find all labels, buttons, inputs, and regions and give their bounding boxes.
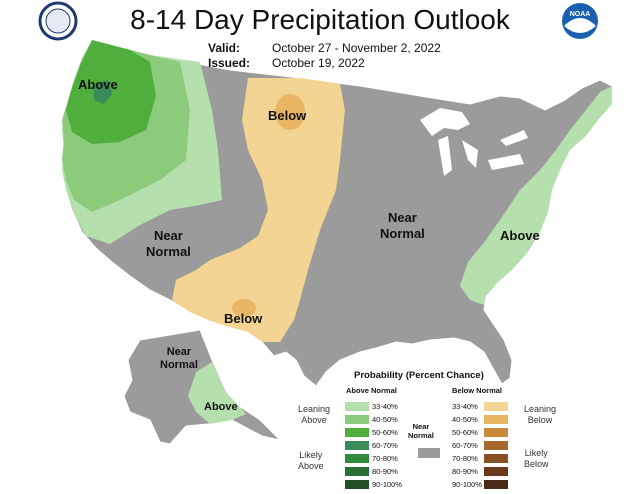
legend-above-swatch (345, 402, 369, 411)
above-nw-60-70 (94, 80, 112, 104)
label-below-north: Below (268, 108, 307, 123)
legend-below-bin-label: 33-40% (452, 402, 478, 411)
legend-above-swatch (345, 480, 369, 489)
valid-label: Valid: (208, 41, 241, 55)
legend-leaning-above: Leaning Above (298, 404, 330, 426)
legend-below-bin-label: 80-90% (452, 467, 478, 476)
legend-above-swatch (345, 467, 369, 476)
legend-below-swatch (484, 415, 508, 424)
above-se-region (460, 86, 612, 305)
label-above-se: Above (500, 228, 540, 243)
legend-likely-below-1: Likely (524, 448, 548, 458)
legend-likely-below-2: Below (524, 459, 549, 469)
label-near-normal-west: Near Normal (146, 228, 191, 260)
legend-leaning-below-1: Leaning (524, 404, 557, 414)
legend-leaning-below: Leaning Below (524, 404, 556, 426)
legend-above-bin-label: 50-60% (372, 428, 398, 437)
legend-likely-below: Likely Below (524, 448, 549, 470)
legend-above-bin-label: 70-80% (372, 454, 398, 463)
label-near-normal-alaska: Near Normal (160, 346, 198, 372)
legend-below-bin-label: 40-50% (452, 415, 478, 424)
legend-above-swatch (345, 441, 369, 450)
legend-leaning-above-2: Above (301, 415, 327, 425)
legend-below-header: Below Normal (452, 386, 503, 395)
legend-above-bin-label: 60-70% (372, 441, 398, 450)
legend-above-swatch (345, 428, 369, 437)
legend-above-header: Above Normal (346, 386, 397, 395)
label-near-normal-central-1: Near (387, 210, 417, 225)
legend-below-bin-label: 70-80% (452, 454, 478, 463)
issued-line: Issued: October 19, 2022 (208, 56, 365, 70)
label-above-nw: Above (78, 77, 118, 92)
legend-likely-above: Likely Above (298, 450, 324, 472)
legend-below-bin-label: 60-70% (452, 441, 478, 450)
legend-above-swatch (345, 415, 369, 424)
legend-below-swatch (484, 454, 508, 463)
legend-title: Probability (Percent Chance) (354, 370, 484, 381)
legend-near-normal-1: Near (412, 422, 430, 431)
label-near-normal-west-1: Near (153, 228, 183, 243)
legend-likely-above-2: Above (298, 461, 324, 471)
legend-above-bin-label: 33-40% (372, 402, 398, 411)
below-s-40-50 (232, 299, 256, 317)
below-central-region (172, 78, 345, 342)
legend-below-swatch (484, 402, 508, 411)
legend-below-swatch (484, 480, 508, 489)
label-above-alaska: Above (204, 401, 238, 413)
legend-below-swatch (484, 441, 508, 450)
issued-label: Issued: (208, 56, 251, 70)
label-near-normal-alaska-1: Near (166, 346, 192, 358)
legend-below-swatch (484, 467, 508, 476)
legend-above-bin-label: 40-50% (372, 415, 398, 424)
legend-above-swatch (345, 454, 369, 463)
legend-leaning-above-1: Leaning (298, 404, 331, 414)
legend-likely-above-1: Likely (299, 450, 323, 460)
legend-below-bin-label: 90-100% (452, 480, 483, 489)
label-near-normal-alaska-2: Normal (160, 359, 198, 371)
legend-near-normal-2: Normal (408, 431, 434, 440)
issued-value: October 19, 2022 (272, 56, 365, 70)
legend-below-swatch (484, 428, 508, 437)
legend-near-normal: Near Normal (408, 422, 434, 440)
below-n-40-50 (275, 94, 305, 130)
great-lakes (420, 108, 528, 176)
label-near-normal-central-2: Normal (380, 226, 425, 241)
page-title: 8-14 Day Precipitation Outlook (130, 4, 510, 35)
label-below-south: Below (224, 311, 263, 326)
legend-near-normal-swatch (418, 448, 440, 458)
alaska-above-region (188, 362, 246, 424)
valid-line: Valid: October 27 - November 2, 2022 (208, 41, 441, 55)
label-near-normal-central: Near Normal (380, 210, 425, 242)
legend-below-bin-label: 50-60% (452, 428, 478, 437)
noaa-logo-text: NOAA (570, 11, 591, 18)
valid-value: October 27 - November 2, 2022 (272, 41, 441, 55)
legend-above-bin-label: 80-90% (372, 467, 398, 476)
label-near-normal-west-2: Normal (146, 244, 191, 259)
legend-above-bin-label: 90-100% (372, 480, 403, 489)
legend-leaning-below-2: Below (527, 415, 553, 425)
